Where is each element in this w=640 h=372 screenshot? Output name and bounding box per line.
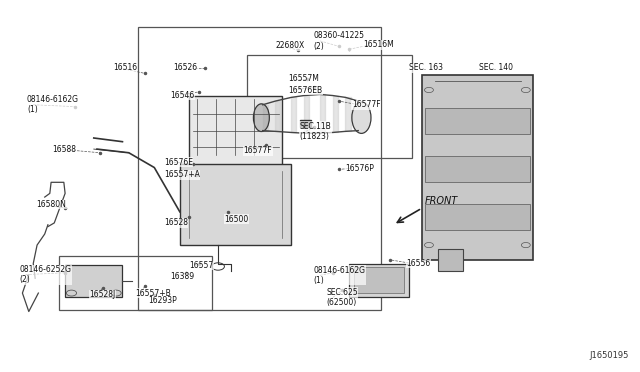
- Text: SEC. 140: SEC. 140: [479, 63, 513, 72]
- Bar: [354, 267, 404, 293]
- Text: 08146-6162G
(1): 08146-6162G (1): [27, 95, 79, 115]
- Text: 16557+B: 16557+B: [135, 289, 171, 298]
- Ellipse shape: [352, 102, 371, 134]
- Text: 16293P: 16293P: [148, 296, 177, 305]
- Bar: [349, 263, 409, 297]
- Text: SEC.11B
(11823): SEC.11B (11823): [300, 122, 332, 141]
- Bar: [422, 75, 534, 260]
- Text: 16557: 16557: [189, 261, 214, 270]
- Text: 16577F: 16577F: [244, 147, 272, 155]
- Text: 16580N: 16580N: [36, 200, 67, 209]
- Text: 16557+A: 16557+A: [164, 170, 200, 179]
- Bar: [59, 256, 212, 310]
- Bar: [246, 55, 412, 158]
- Text: FRONT: FRONT: [425, 196, 458, 206]
- Text: 16389: 16389: [170, 272, 195, 281]
- Text: 08360-41225
(2): 08360-41225 (2): [314, 31, 365, 51]
- Text: 16528: 16528: [164, 218, 188, 227]
- Bar: [65, 265, 122, 297]
- Text: 16526: 16526: [173, 63, 198, 72]
- Text: 08146-6252G
(2): 08146-6252G (2): [19, 265, 71, 284]
- Bar: [425, 205, 531, 230]
- Bar: [300, 120, 311, 127]
- Text: 16500: 16500: [225, 215, 249, 224]
- Text: 16556: 16556: [406, 259, 430, 268]
- Text: 08146-6162G
(1): 08146-6162G (1): [314, 266, 365, 285]
- Text: 16557M: 16557M: [288, 74, 319, 83]
- Text: 16528J: 16528J: [90, 291, 116, 299]
- Text: SEC. 163: SEC. 163: [409, 63, 444, 72]
- Text: 16546: 16546: [170, 91, 195, 100]
- Text: 16516M: 16516M: [364, 41, 394, 49]
- Text: J1650195: J1650195: [589, 350, 629, 359]
- Text: 16576P: 16576P: [346, 164, 374, 173]
- Bar: [438, 249, 463, 271]
- Text: SEC.625
(62500): SEC.625 (62500): [326, 288, 358, 307]
- Bar: [138, 27, 381, 310]
- Text: 16588: 16588: [52, 145, 76, 154]
- Ellipse shape: [253, 104, 269, 132]
- Bar: [180, 164, 291, 245]
- Text: 22680X: 22680X: [275, 41, 305, 50]
- Text: 16576E: 16576E: [164, 157, 193, 167]
- Bar: [425, 157, 531, 182]
- Text: 16577F: 16577F: [352, 100, 381, 109]
- Bar: [189, 96, 282, 169]
- Text: 16516: 16516: [113, 63, 137, 72]
- Text: 16576EB: 16576EB: [288, 86, 323, 94]
- Bar: [425, 109, 531, 134]
